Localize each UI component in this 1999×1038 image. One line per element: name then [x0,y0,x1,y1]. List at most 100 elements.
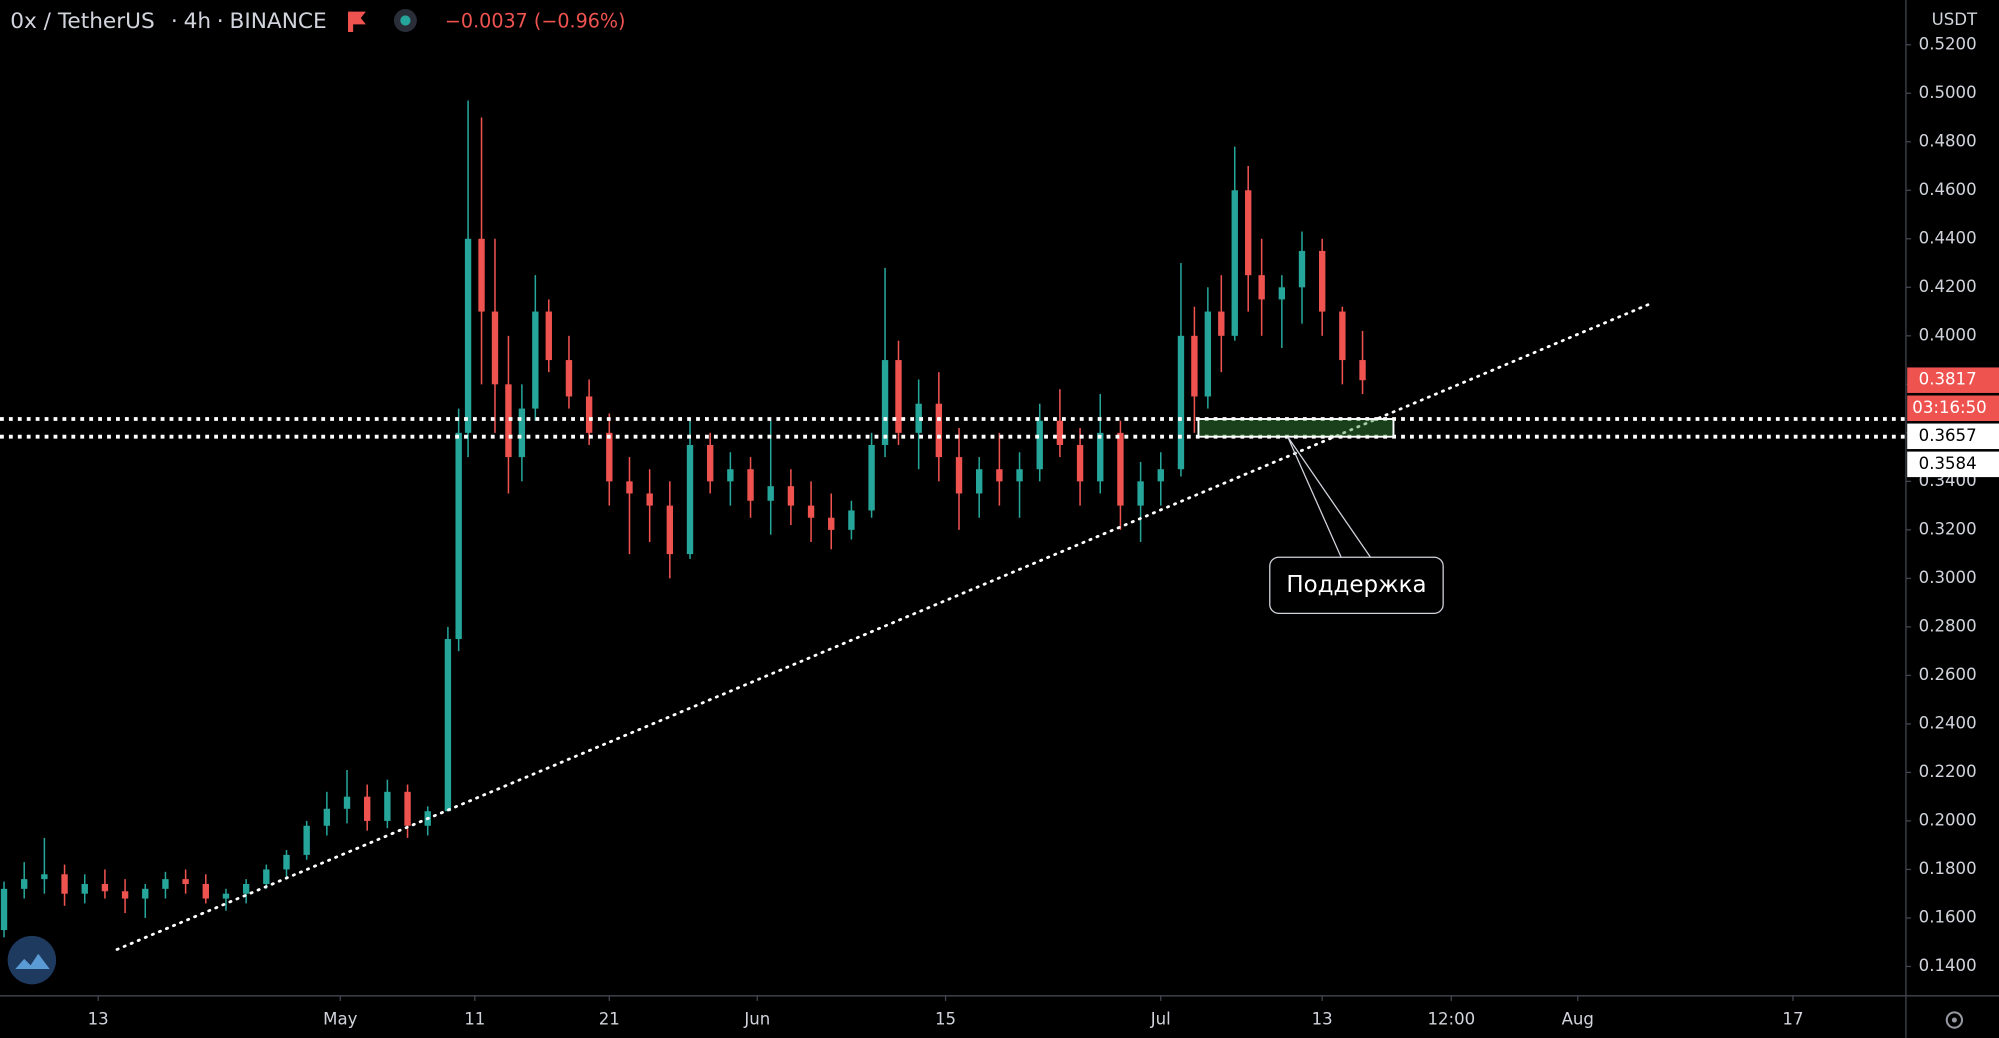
x-tick-label: May [323,1010,357,1029]
x-tick-label: 11 [464,1010,485,1029]
candle-body [81,883,88,894]
price-change: −0.0037 (−0.96%) [445,9,626,32]
candle-body [518,408,526,458]
currency-label: USDT [1932,10,1978,29]
candle-body [996,469,1003,482]
candle-body [976,469,983,494]
countdown-label: 03:16:50 [1912,398,1986,417]
y-tick-label: 0.5000 [1919,83,1977,102]
x-tick-label: 15 [935,1010,956,1029]
candle-body [727,469,734,482]
candle-body [881,360,889,445]
settings[interactable] [1945,1011,1964,1029]
y-tick-label: 0.1800 [1919,859,1977,878]
candle-body [505,384,512,458]
candle-body [1298,250,1306,288]
last-price-label: 0.3817 [1919,370,1977,389]
x-tick-label: 13 [88,1010,109,1029]
candle-body [1339,311,1346,361]
candle-body [767,486,774,501]
candle-body [41,874,48,880]
callout-label: Поддержка [1286,572,1426,598]
candle-body [61,874,68,894]
callout-pointer [1287,436,1372,558]
exchange: BINANCE [229,9,326,34]
y-tick-label: 0.2400 [1919,713,1977,732]
logo-mark[interactable] [15,953,50,970]
candle-body [142,888,149,899]
last-price-badge [1907,367,1999,393]
symbol: 0x / TetherUS [10,9,155,34]
candle-body [263,869,270,884]
candle-body [787,486,795,506]
candle-body [303,825,310,855]
candle-body [222,893,230,899]
candle-body [444,639,452,812]
logo[interactable] [7,935,57,985]
candle-body [915,403,922,433]
gear-center[interactable] [1951,1017,1957,1023]
candle-body [364,796,371,821]
candle-body [1056,420,1064,445]
y-tick-label: 0.4400 [1919,228,1977,247]
candle-body [1097,432,1104,482]
logo-circle[interactable] [7,935,57,985]
y-tick-label: 0.3200 [1919,519,1977,538]
candle-body [828,517,835,530]
candle-body [491,311,499,385]
candle-body [1359,360,1366,381]
candle-body [606,432,613,482]
candle-body [478,238,485,312]
countdown-badge [1907,395,1999,422]
y-tick-label: 0.4200 [1919,277,1977,296]
x-tick-label: 12:00 [1427,1010,1475,1029]
candle-body [1137,481,1144,506]
candle-body [1076,444,1084,482]
candle-body [101,883,109,892]
candle-body [868,444,875,511]
candle-body [747,469,754,501]
gear-icon[interactable] [1945,1011,1964,1029]
y-tick-label: 0.1400 [1919,956,1977,975]
x-tick-label: 17 [1782,1010,1803,1029]
x-tick-label: 13 [1312,1010,1333,1029]
y-tick-label: 0.4600 [1919,180,1977,199]
candle-body [464,238,472,433]
candle-body [283,854,290,870]
candle-body [895,360,902,433]
candle-body [1245,190,1252,276]
callout-box [1269,556,1444,614]
candle-body [565,360,573,397]
candle-body [323,808,331,826]
candle-body [242,883,250,894]
candle-body [1157,469,1164,482]
candle-body [1218,311,1225,336]
candle-body [666,505,674,555]
candle-body [626,481,633,494]
candle-body [343,796,351,809]
candle-body [182,879,189,884]
y-tick-label: 0.5200 [1919,34,1977,53]
candle-body [1204,311,1212,397]
candle-body [455,432,462,640]
x-tick-label: Aug [1562,1010,1594,1029]
candle-body [646,493,653,506]
y-tick-label: 0.4800 [1919,131,1977,150]
candle-body [545,311,552,361]
y-tick-label: 0.2200 [1919,762,1977,781]
candle-body [1016,469,1023,482]
candle-body [1191,335,1198,397]
flag-icon[interactable] [348,11,366,32]
header: 0x / TetherUS · 4h · BINANCE −0.0037 (−0… [10,9,625,34]
candle-body [121,891,129,899]
x-tick-label: Jun [743,1010,770,1029]
candle-body [955,457,963,494]
separator: · [171,9,178,34]
x-tick-label: 21 [599,1010,620,1029]
candle-body [1278,287,1286,300]
level-badge [1907,423,1999,450]
interval: 4h [184,9,212,34]
candle-body [1117,432,1124,506]
candle-body [1231,190,1238,336]
candle-body [935,403,943,458]
